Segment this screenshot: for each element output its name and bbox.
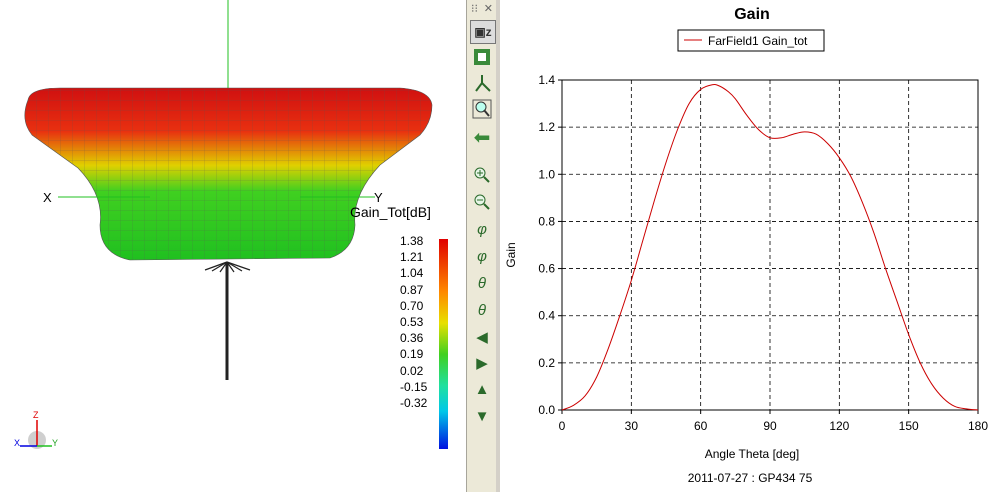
colorbar-tick-label: 0.36 bbox=[400, 331, 424, 346]
series-line-gain-tot bbox=[561, 83, 979, 411]
arrow-down-icon: ▼ bbox=[474, 407, 490, 425]
splitter[interactable] bbox=[496, 0, 500, 492]
legend: FarField1 Gain_tot bbox=[677, 29, 825, 52]
magnifier-icon bbox=[472, 99, 492, 119]
phi-ccw-icon: φ bbox=[477, 220, 487, 238]
3d-farfield-view[interactable]: X Y Gain_Tot[dB] 1.38 1.21 1.04 0.87 0.70 0.5… bbox=[0, 0, 467, 492]
y-tick-label: 0.0 bbox=[538, 403, 555, 417]
x-tick-label: 150 bbox=[899, 419, 919, 433]
x-tick-label: 120 bbox=[829, 419, 849, 433]
view-toolbar: ⁝⁝ ✕ ▣z ⬅ φ φ θ θ ◀ ▶ ▲ ▼ bbox=[466, 0, 498, 492]
close-icon[interactable]: ✕ bbox=[483, 3, 493, 15]
colorbar-tick-label: 0.19 bbox=[400, 347, 424, 362]
toolbar-grip[interactable]: ⁝⁝ ✕ bbox=[471, 2, 493, 16]
zoom-out-icon bbox=[474, 194, 490, 210]
zoom-in-icon bbox=[474, 167, 490, 183]
axis-triad bbox=[20, 420, 52, 449]
y-tick-label: 1.2 bbox=[538, 120, 555, 134]
triad-x-label: X bbox=[14, 438, 21, 448]
legend-label: FarField1 Gain_tot bbox=[708, 34, 808, 48]
y-axis-title: Gain bbox=[504, 242, 518, 267]
pan-up-button[interactable]: ▲ bbox=[470, 378, 494, 400]
fit-view-button[interactable] bbox=[470, 46, 494, 68]
triad-z-label: Z bbox=[33, 410, 39, 420]
farfield-3d-plot bbox=[20, 0, 448, 449]
pan-right-button[interactable]: ▶ bbox=[470, 352, 494, 374]
y-tick-label: 0.8 bbox=[538, 214, 555, 228]
y-tick-label: 0.2 bbox=[538, 356, 555, 370]
x-axis-label: X bbox=[43, 190, 52, 205]
triad-y-label: Y bbox=[52, 438, 59, 448]
arrow-right-icon: ▶ bbox=[476, 355, 488, 372]
chart-title: Gain bbox=[734, 6, 770, 23]
colorbar-tick-label: -0.32 bbox=[400, 396, 428, 410]
theta-up-icon: θ bbox=[477, 274, 487, 292]
x-tick-label: 90 bbox=[763, 419, 777, 433]
rotate-phi-cw-button[interactable]: φ bbox=[470, 245, 494, 267]
x-axis-title: Angle Theta [deg] bbox=[705, 447, 800, 461]
rotate-phi-ccw-button[interactable]: φ bbox=[470, 218, 494, 240]
x-tick-label: 0 bbox=[559, 419, 566, 433]
rotate-theta-up-button[interactable]: θ bbox=[470, 272, 494, 294]
colorbar-tick-label: 0.87 bbox=[400, 282, 424, 297]
zoom-window-button[interactable] bbox=[470, 98, 494, 120]
arrow-left-icon: ◀ bbox=[476, 329, 488, 346]
y-tick-label: 1.0 bbox=[538, 167, 555, 181]
back-button[interactable]: ⬅ bbox=[470, 126, 494, 149]
fit-icon bbox=[474, 49, 490, 65]
gain-chart-panel: Gain FarField1 Gain_tot 0 30 60 90 120 150 180… bbox=[500, 0, 1007, 492]
zoom-in-button[interactable] bbox=[470, 164, 494, 186]
y-tick-label: 0.4 bbox=[538, 309, 555, 323]
colorbar-tick-label: 1.21 bbox=[400, 250, 424, 265]
grip-dots-icon: ⁝⁝ bbox=[471, 3, 478, 15]
colorbar-tick-label: 0.53 bbox=[400, 315, 424, 329]
zoom-out-button[interactable] bbox=[470, 191, 494, 213]
x-tick-label: 60 bbox=[694, 419, 708, 433]
colorbar-tick-label: 0.70 bbox=[400, 298, 424, 313]
axes-r-button[interactable] bbox=[470, 72, 494, 94]
radials bbox=[204, 261, 251, 273]
y-tick-label: 0.6 bbox=[538, 262, 555, 276]
y-tick-label: 1.4 bbox=[538, 73, 555, 87]
phi-cw-icon: φ bbox=[477, 247, 487, 265]
rotate-theta-down-button[interactable]: θ bbox=[470, 299, 494, 321]
chart-footer: 2011-07-27 : GP434 75 bbox=[688, 471, 813, 485]
cube-z-icon: ▣z bbox=[474, 25, 492, 39]
arrow-up-icon: ▲ bbox=[474, 380, 490, 398]
x-tick-label: 180 bbox=[968, 419, 988, 433]
colorbar-tick-label: -0.15 bbox=[400, 379, 428, 394]
x-tick-label: 30 bbox=[625, 419, 639, 433]
y-axis-label: Y bbox=[374, 190, 383, 205]
colorbar-tick-label: 1.38 bbox=[400, 234, 424, 248]
pan-down-button[interactable]: ▼ bbox=[470, 405, 494, 427]
pan-left-button[interactable]: ◀ bbox=[470, 326, 494, 348]
colorbar-tick-label: 1.04 bbox=[400, 266, 424, 281]
left-arrow-icon: ⬅ bbox=[473, 126, 491, 149]
axes-icon bbox=[475, 75, 491, 92]
colorbar-title: Gain_Tot[dB] bbox=[350, 204, 431, 220]
theta-down-icon: θ bbox=[477, 301, 487, 319]
colorbar bbox=[439, 239, 448, 449]
colorbar-tick-label: 0.02 bbox=[400, 363, 424, 378]
gain-chart: Gain FarField1 Gain_tot 0 30 60 90 120 150 180… bbox=[504, 6, 988, 485]
view-z-button[interactable]: ▣z bbox=[470, 20, 496, 44]
